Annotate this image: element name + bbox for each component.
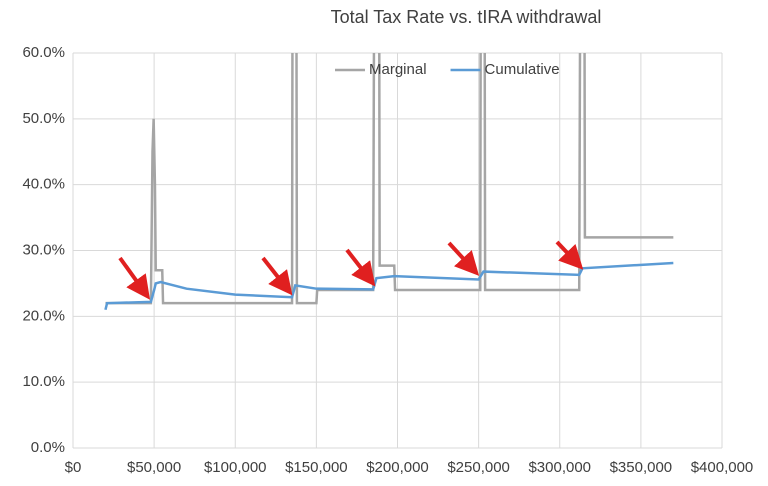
- y-tick-label: 20.0%: [22, 307, 65, 324]
- x-tick-label: $200,000: [366, 459, 429, 476]
- y-tick-label: 50.0%: [22, 110, 65, 127]
- y-tick-label: 60.0%: [22, 44, 65, 61]
- annotation-arrows: [118, 240, 584, 300]
- x-tick-label: $100,000: [204, 459, 267, 476]
- series-line: [104, 261, 674, 311]
- y-tick-label: 40.0%: [22, 176, 65, 193]
- y-tick-label: 30.0%: [22, 241, 65, 258]
- arrow: [118, 256, 151, 300]
- x-tick-label: $350,000: [610, 459, 673, 476]
- arrow: [261, 256, 293, 296]
- x-tick-label: $150,000: [285, 459, 348, 476]
- y-tick-label: 0.0%: [31, 439, 65, 456]
- x-tick-label: $400,000: [691, 459, 754, 476]
- series-line: [105, 53, 674, 305]
- arrow: [447, 241, 480, 276]
- legend-label: Marginal: [369, 61, 427, 78]
- x-tick-label: $50,000: [127, 459, 181, 476]
- x-tick-label: $300,000: [528, 459, 591, 476]
- legend-label: Cumulative: [485, 61, 560, 78]
- chart-title: Total Tax Rate vs. tIRA withdrawal: [331, 7, 602, 27]
- arrow: [555, 240, 584, 270]
- arrow: [345, 248, 376, 287]
- x-tick-label: $0: [65, 459, 82, 476]
- x-tick-label: $250,000: [447, 459, 510, 476]
- y-tick-label: 10.0%: [22, 373, 65, 390]
